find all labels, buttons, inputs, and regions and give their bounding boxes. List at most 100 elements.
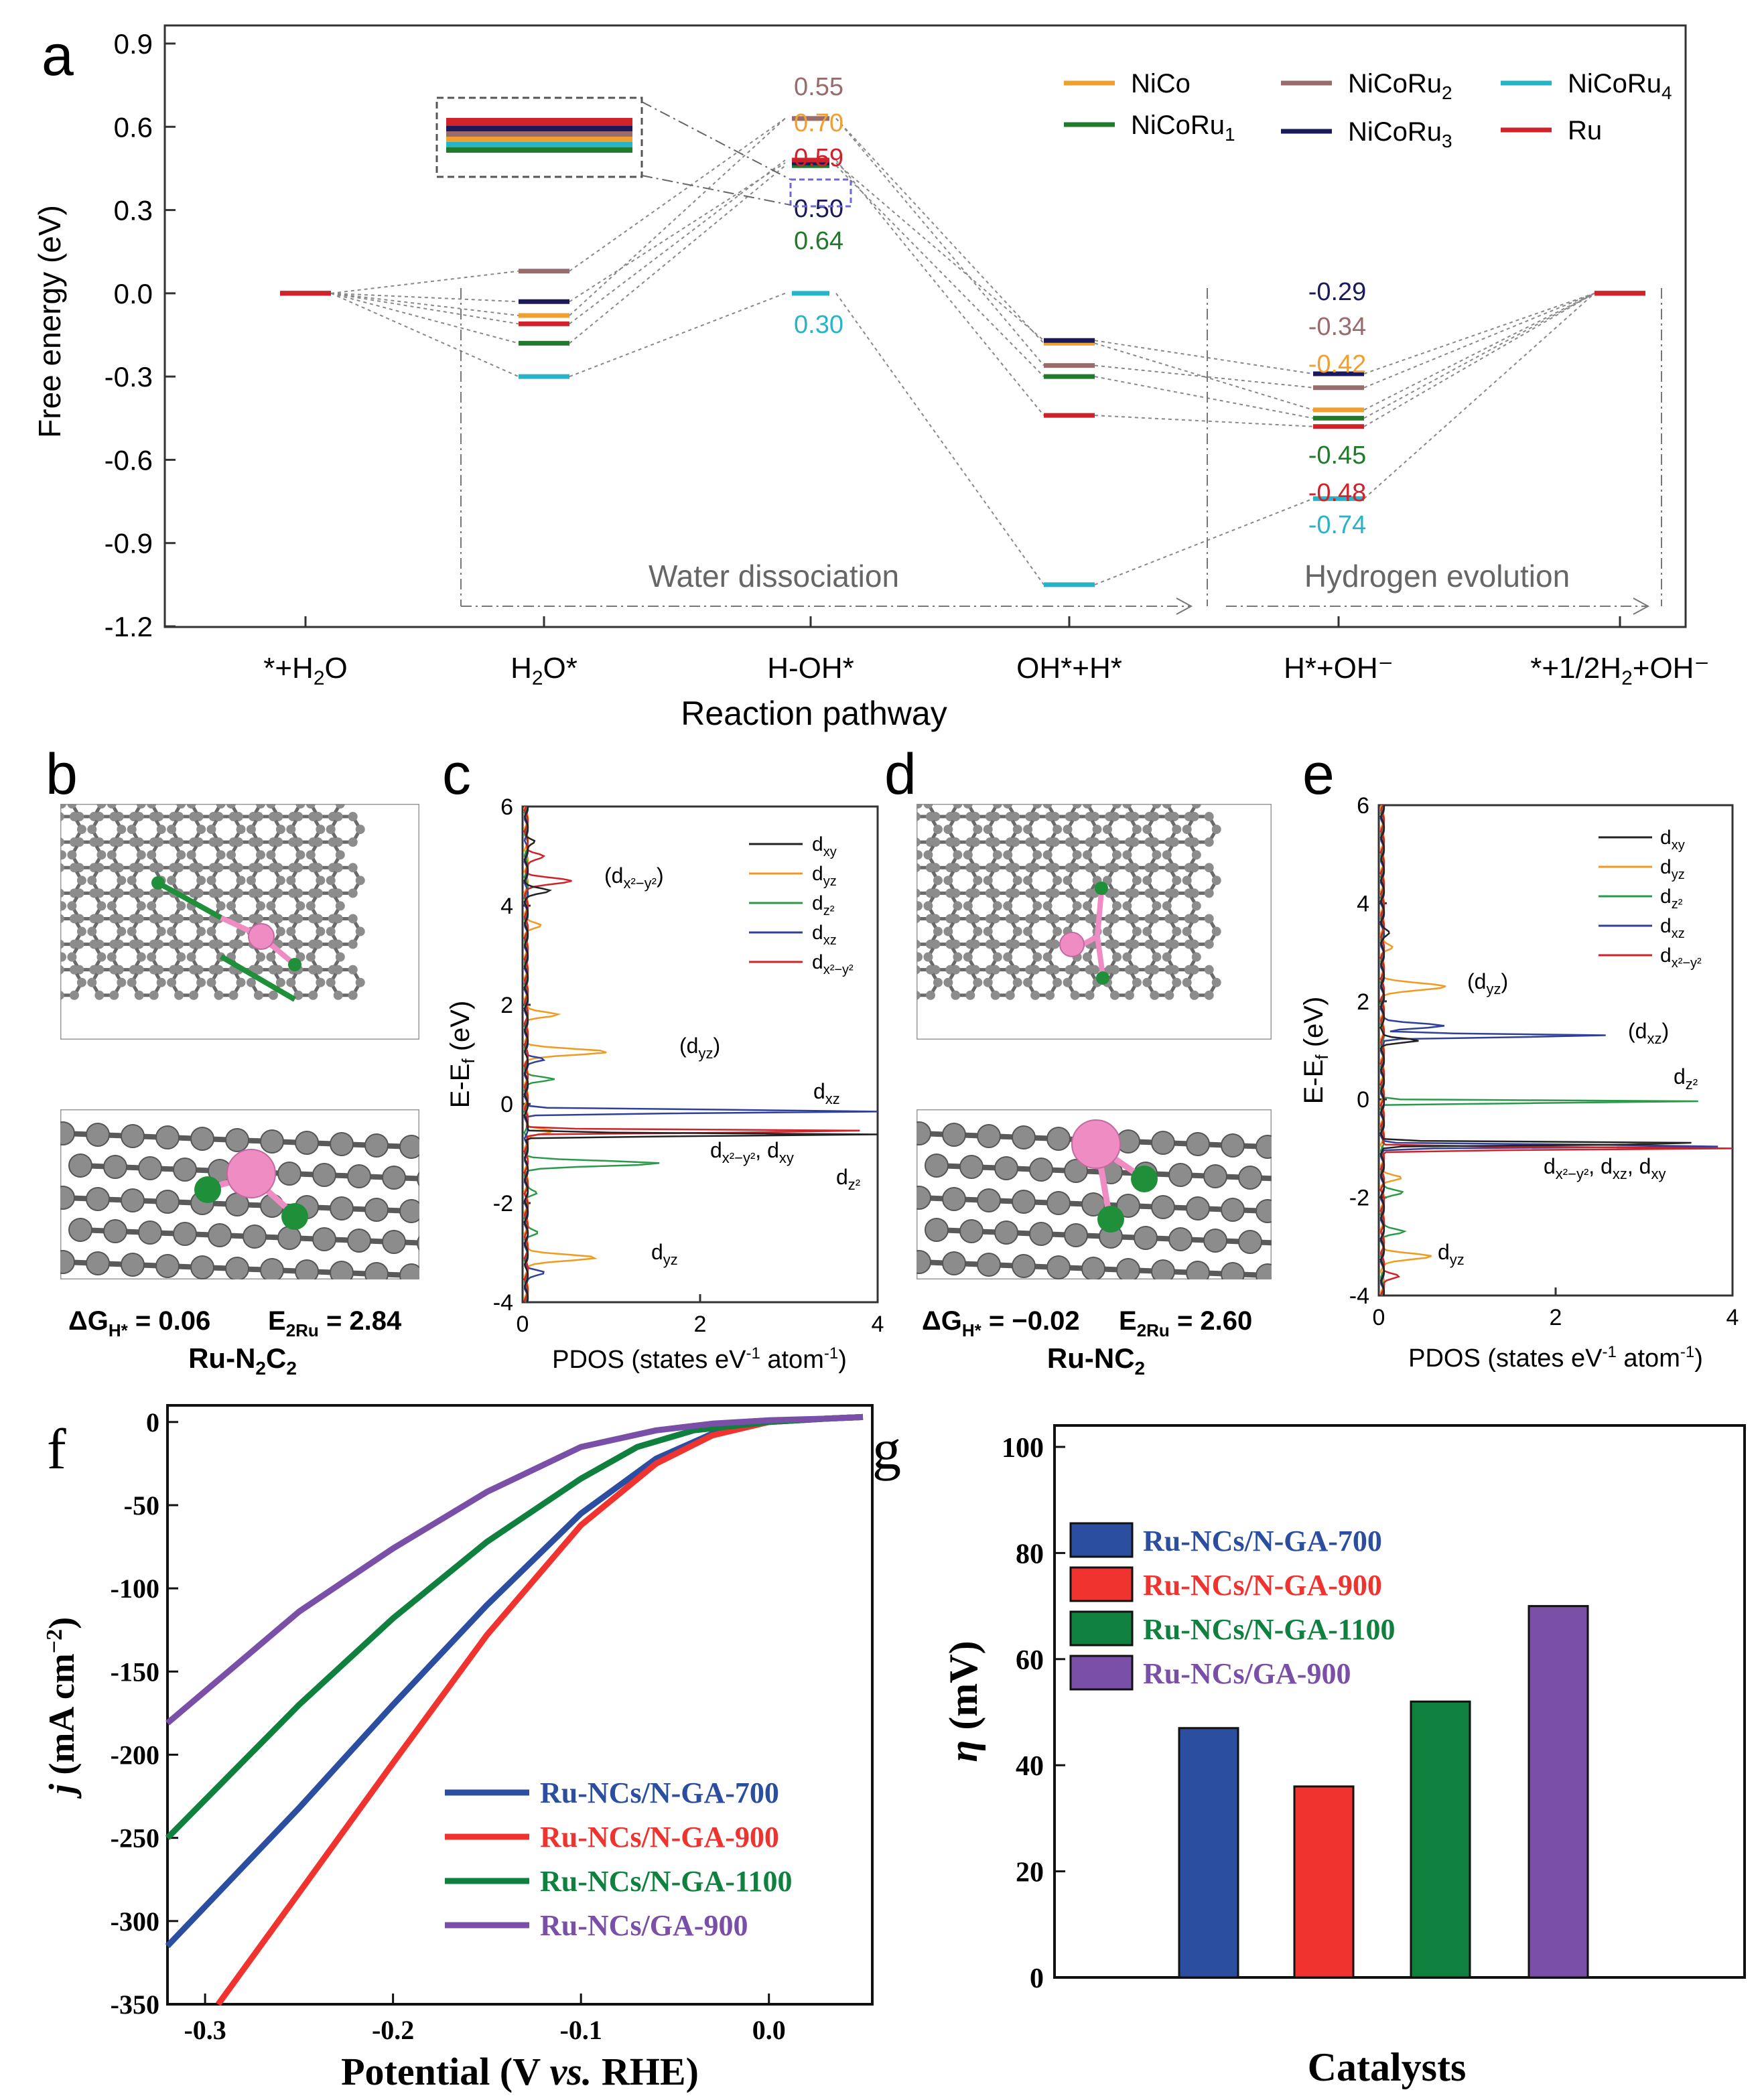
atom-carbon	[1065, 837, 1075, 847]
atom-carbon	[1042, 804, 1053, 809]
panel-g-bars	[1178, 1605, 1589, 1979]
atom-carbon	[1169, 837, 1179, 847]
atom-carbon	[852, 863, 861, 872]
atom-carbon	[1109, 812, 1120, 822]
atom-carbon	[985, 888, 995, 898]
panel-f-legend: Ru-NCs/N-GA-700 Ru-NCs/N-GA-900 Ru-NCs/N-G…	[445, 1776, 792, 1942]
atom-carbon	[109, 786, 119, 796]
carbon-ring	[917, 951, 920, 963]
atom-carbon	[1105, 939, 1114, 949]
atom-carbon	[906, 812, 915, 821]
panel-a-free-energy-diagram: a 0.90.60.30.0-0.3-0.6-0.9-1.2 0.550.700…	[32, 23, 1710, 732]
panel-d-structure: d ΔGH* = −0.02 E2Ru = 2.60 Ru-NC2	[844, 742, 1272, 1379]
connector-NiCo	[330, 292, 519, 316]
atom-carbon	[295, 1131, 319, 1155]
x-category-label: OH*+H*	[1016, 652, 1122, 685]
panel-g-xlabel: Catalysts	[1308, 2045, 1467, 2089]
atom-carbon	[1150, 786, 1159, 796]
atom-carbon	[246, 876, 256, 886]
atom-carbon	[306, 952, 316, 962]
atom-carbon	[275, 876, 285, 886]
atom-carbon	[992, 804, 1002, 809]
atom-carbon	[60, 1250, 75, 1274]
atom-carbon	[135, 761, 144, 770]
atom-carbon	[27, 953, 37, 962]
atom-carbon	[844, 953, 854, 962]
atom-carbon	[155, 1190, 180, 1214]
legend-swatch	[1069, 1522, 1134, 1558]
atom-carbon	[176, 850, 186, 860]
atom-carbon	[942, 1251, 966, 1275]
atom-carbon	[1032, 952, 1042, 962]
d-e2ru-label: E2Ru = 2.60	[1119, 1306, 1252, 1340]
atom-carbon	[173, 1158, 197, 1182]
atom-carbon	[355, 825, 365, 835]
carbon-ring	[92, 766, 121, 791]
atom-carbon	[149, 965, 159, 975]
atom-carbon	[917, 812, 921, 821]
atom-carbon	[38, 825, 47, 834]
atom-carbon	[1050, 939, 1060, 949]
atom-carbon	[308, 812, 318, 822]
atom-carbon	[1134, 1226, 1158, 1250]
atom-carbon	[154, 888, 164, 898]
atom-carbon	[1164, 863, 1174, 873]
atom-carbon	[306, 804, 316, 809]
atom-carbon	[293, 863, 303, 873]
atom-carbon	[0, 863, 5, 872]
panel-c-xlabel: PDOS (states eV-1 atom-1)	[552, 1344, 847, 1374]
atom-carbon	[216, 901, 226, 911]
connector-NiCoRu₃	[1094, 340, 1314, 374]
atom-carbon	[1102, 926, 1112, 936]
atom-carbon	[48, 978, 57, 987]
atom-carbon	[872, 940, 881, 949]
atom-carbon	[10, 786, 19, 796]
atom-carbon	[206, 977, 216, 987]
atom-carbon	[917, 837, 921, 847]
atom-carbon	[917, 1121, 931, 1145]
atom-carbon	[48, 927, 57, 936]
atom-carbon	[1045, 914, 1055, 924]
atom-carbon	[50, 940, 59, 949]
atom-carbon	[866, 914, 876, 923]
atom-carbon	[103, 1219, 127, 1243]
atom-carbon	[316, 825, 326, 835]
atom-carbon	[1070, 990, 1080, 1000]
atom-carbon	[1029, 1158, 1053, 1182]
atom-carbon	[1182, 876, 1192, 886]
atom-carbon	[117, 774, 126, 783]
c-annot-dxz: dxz	[813, 1079, 840, 1107]
panel-a-legend: NiCo NiCoRu1 NiCoRu2 NiCoRu3 NiCoRu4 Ru	[1064, 69, 1672, 151]
atom-carbon	[288, 786, 297, 796]
atom-carbon	[917, 914, 921, 924]
atom-carbon	[1042, 901, 1053, 911]
atom-ruthenium	[1059, 932, 1085, 957]
atom-carbon	[894, 825, 903, 834]
carbon-ring	[60, 849, 64, 861]
atom-carbon	[174, 786, 184, 796]
atom-carbon	[355, 876, 365, 886]
atom-carbon	[326, 825, 336, 835]
atom-carbon	[107, 901, 117, 911]
atom-carbon	[293, 812, 303, 822]
bond-ru-n	[157, 880, 222, 920]
atom-carbon	[886, 965, 896, 975]
atom-carbon	[295, 1259, 319, 1279]
atom-carbon	[1205, 786, 1214, 796]
y-tick-label: -300	[111, 1906, 159, 1937]
atom-carbon	[872, 761, 881, 770]
atom-carbon	[906, 965, 915, 975]
atom-carbon	[214, 863, 224, 873]
atom-carbon	[253, 863, 263, 873]
atom-carbon	[990, 914, 1000, 924]
atom-carbon	[236, 825, 246, 835]
atom-carbon	[35, 812, 44, 821]
atom-carbon	[1053, 977, 1063, 987]
atom-carbon	[208, 1223, 232, 1247]
atom-carbon	[10, 940, 19, 949]
atom-carbon	[69, 914, 79, 924]
connector-NiCoRu₄	[569, 292, 786, 378]
atom-carbon	[1168, 1227, 1193, 1251]
